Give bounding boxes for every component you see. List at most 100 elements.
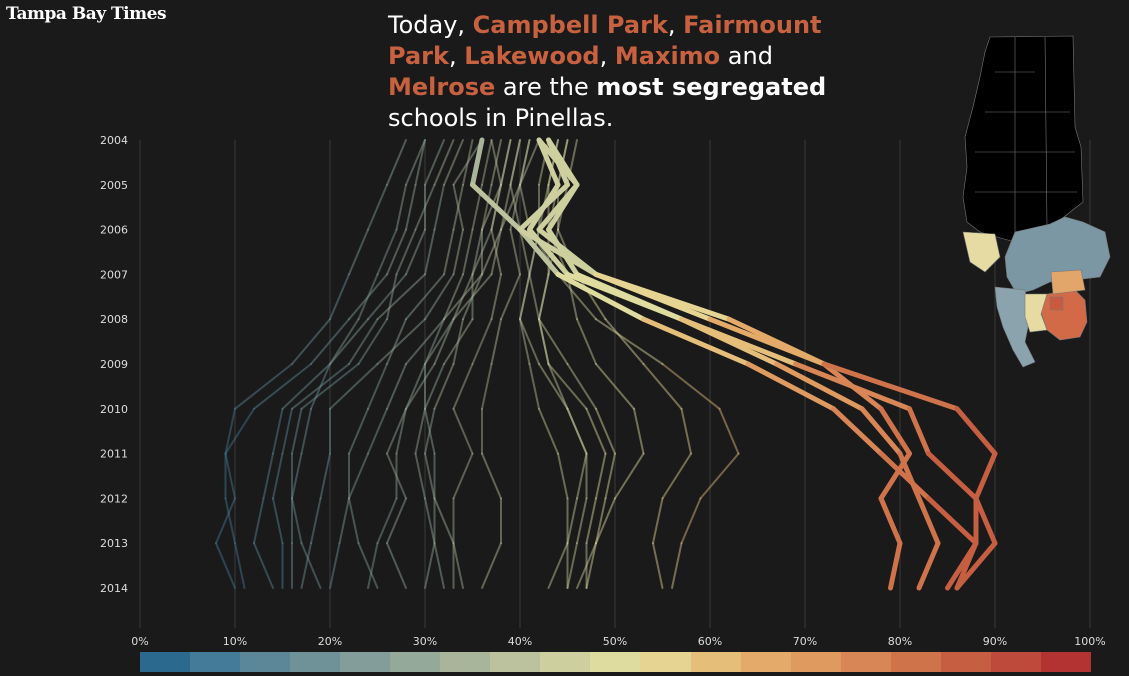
highlighted-series-segment: [555, 271, 646, 322]
background-series-segment: [547, 542, 569, 589]
background-series-segment: [557, 273, 597, 321]
background-series-segment: [376, 273, 426, 321]
background-series-segment: [357, 273, 379, 321]
background-series-segment: [386, 139, 407, 186]
background-series-segment: [386, 228, 407, 276]
background-series-segment: [538, 273, 550, 321]
background-series-segment: [291, 407, 303, 455]
background-series-segment: [224, 407, 236, 455]
background-series-segment: [604, 452, 616, 500]
scale-swatch: [340, 652, 391, 672]
year-tick-label: 2008: [100, 313, 128, 326]
background-series-segment: [452, 183, 464, 231]
x-tick-label: 40%: [508, 635, 532, 648]
background-series-segment: [452, 542, 464, 589]
x-tick-label: 20%: [318, 635, 342, 648]
highlighted-series-segment: [888, 540, 903, 591]
background-series-segment: [433, 139, 455, 186]
school-maximo: Maximo: [614, 42, 721, 70]
x-tick-label: 100%: [1074, 635, 1105, 648]
background-series-segment: [519, 318, 540, 365]
tampa-bay-times-logo[interactable]: Tampa Bay Times: [6, 4, 167, 24]
background-series-segment: [319, 452, 331, 500]
background-series-segment: [329, 542, 341, 589]
background-series-segment: [585, 497, 597, 545]
background-series-segment: [481, 183, 502, 231]
scale-swatch: [390, 652, 441, 672]
background-series-segment: [566, 542, 578, 589]
year-tick-label: 2013: [100, 537, 128, 550]
x-tick-label: 0%: [131, 635, 148, 648]
background-series-segment: [538, 407, 559, 455]
background-series-segment: [386, 273, 398, 321]
background-series-segment: [490, 273, 502, 321]
background-series-segment: [357, 318, 388, 365]
scale-swatch: [990, 652, 1041, 672]
background-series-segment: [234, 542, 246, 589]
background-series-segment: [547, 139, 559, 186]
background-series-segment: [300, 363, 360, 410]
highlighted-series-segment: [517, 227, 561, 277]
background-series-segment: [538, 318, 569, 365]
school-lakewood: Lakewood: [464, 42, 600, 70]
background-series-segment: [500, 183, 521, 231]
x-tick-label: 70%: [793, 635, 817, 648]
background-series-segment: [395, 183, 407, 231]
map-east-blocks: [1050, 269, 1086, 295]
background-series-segment: [557, 452, 569, 500]
highlighted-series-segment: [878, 451, 931, 501]
pinellas-county-map-icon[interactable]: [955, 32, 1115, 372]
background-series-segment: [452, 273, 493, 321]
year-tick-label: 2009: [100, 358, 128, 371]
background-series-segment: [329, 363, 379, 410]
highlighted-series-segment: [973, 495, 998, 546]
background-series-segment: [576, 318, 597, 365]
background-series-segment: [424, 407, 436, 455]
background-series-segment: [661, 452, 692, 500]
highlighted-series-segment: [546, 182, 580, 233]
background-series-segment: [509, 183, 521, 231]
background-series-segment: [224, 452, 236, 500]
background-series-segment: [481, 228, 502, 276]
x-tick-label: 80%: [888, 635, 912, 648]
background-series-segment: [452, 273, 474, 321]
background-series-segment: [424, 139, 445, 186]
background-series-segment: [281, 363, 331, 410]
map-north-region: [962, 35, 1084, 248]
headline-prefix: Today,: [388, 11, 473, 39]
background-series-segment: [452, 407, 474, 455]
scale-swatch: [1040, 652, 1091, 672]
headline-suffix: schools in Pinellas.: [388, 104, 614, 132]
background-series-segment: [443, 228, 455, 276]
background-series-segment: [661, 363, 721, 410]
background-series-segment: [367, 273, 407, 321]
highlighted-series-segment: [793, 361, 912, 412]
background-series-segment: [405, 228, 426, 276]
highlighted-series-segment: [878, 406, 912, 457]
scale-swatch: [140, 652, 191, 672]
highlighted-series-segment: [745, 361, 836, 412]
background-series-segment: [348, 497, 360, 545]
background-series-segment: [215, 497, 236, 545]
background-series-segment: [595, 497, 607, 545]
background-series-segment: [528, 273, 540, 321]
background-series-segment: [452, 228, 464, 276]
background-series-segment: [291, 363, 350, 410]
background-series-segment: [329, 318, 360, 365]
background-series-segment: [595, 452, 607, 500]
highlighted-series-segment: [973, 451, 998, 501]
highlighted-series-segment: [916, 495, 941, 546]
scale-swatch: [490, 652, 541, 672]
background-series-segment: [519, 318, 531, 365]
background-series-segment: [471, 228, 493, 276]
x-tick-label: 90%: [983, 635, 1007, 648]
highlighted-series-segment: [926, 451, 979, 501]
background-series-segment: [272, 407, 284, 455]
highlighted-series-segment: [916, 540, 941, 591]
background-series-segment: [490, 228, 502, 276]
background-series-segment: [224, 497, 236, 545]
background-series-segment: [509, 139, 521, 186]
background-series-segment: [585, 407, 607, 455]
background-series-segment: [443, 318, 474, 365]
background-series-segment: [452, 183, 464, 231]
